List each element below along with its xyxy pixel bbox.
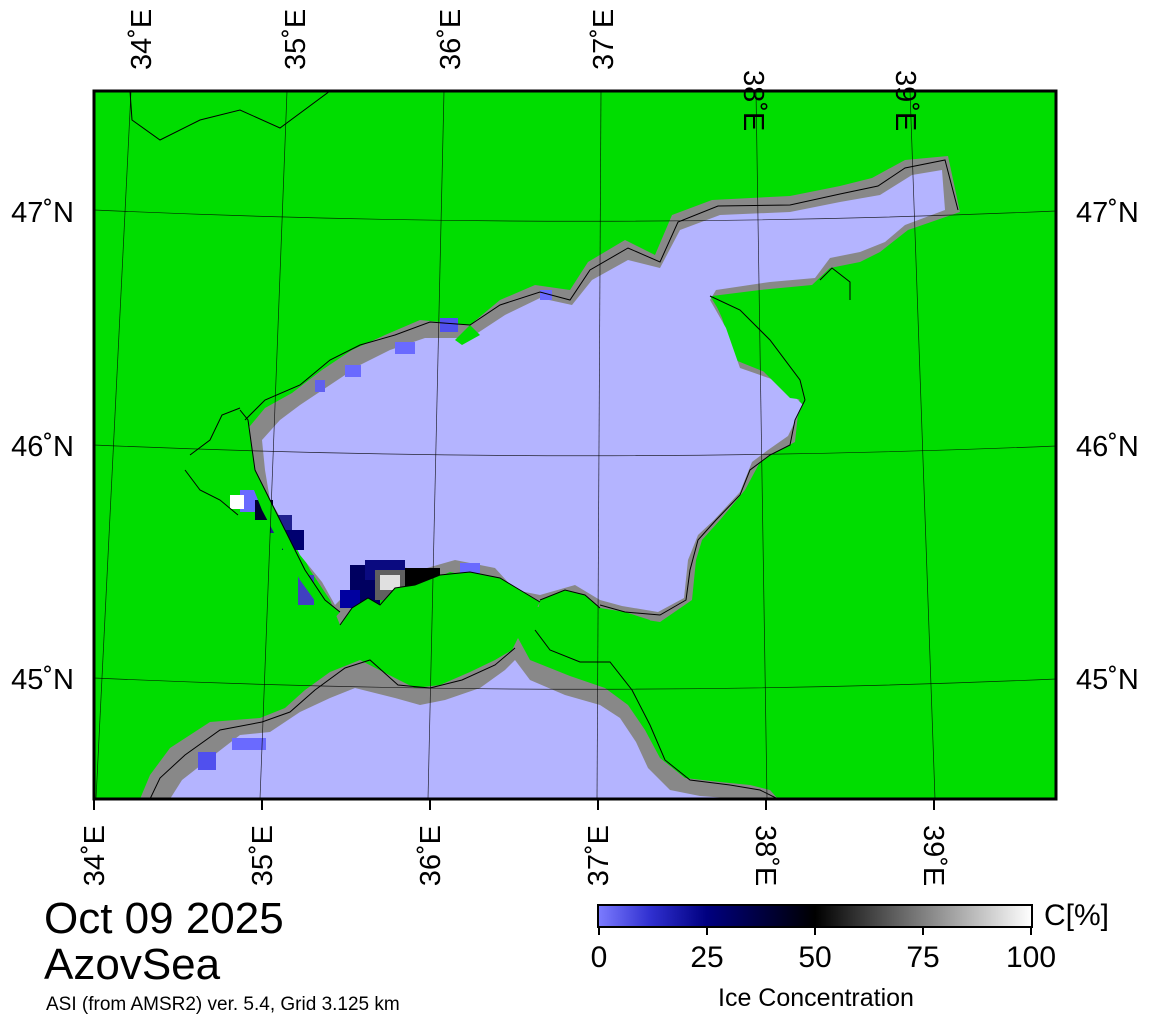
map-frame [92, 89, 1058, 801]
top-lon-label: 35˚E [280, 9, 312, 70]
graticule [94, 91, 1056, 799]
top-lon-label: 38˚E [737, 70, 769, 131]
bottom-lon-label: 36˚E [415, 825, 447, 886]
belosarayskaya-spit [820, 268, 850, 300]
top-lon-labels: 34˚E 35˚E 36˚E 37˚E 38˚E 39˚E [126, 9, 921, 132]
date-title: Oct 09 2025 [44, 894, 284, 943]
dolzhanskaya-spit [710, 296, 805, 400]
top-lon-label: 37˚E [588, 9, 620, 70]
colorbar-tick-label: 25 [690, 941, 724, 974]
right-lat-label: 45˚N [1076, 664, 1139, 696]
azov-open-water [262, 170, 945, 612]
top-lon-label: 39˚E [889, 70, 921, 131]
bottom-lon-label: 38˚E [749, 825, 781, 886]
colorbar-tick-label: 0 [590, 941, 608, 974]
left-lat-label: 45˚N [11, 664, 74, 696]
top-lon-label: 36˚E [435, 9, 467, 70]
right-lat-labels: 47˚N 46˚N 45˚N [1076, 197, 1139, 696]
bottom-lon-label: 35˚E [247, 825, 279, 886]
berdyansk-spit [455, 325, 480, 345]
kerch-peninsula [340, 572, 540, 678]
bottom-lon-label: 34˚E [79, 825, 111, 886]
colorbar [597, 904, 1033, 928]
left-lat-label: 46˚N [11, 431, 74, 463]
colorbar-tick-label: 75 [906, 941, 940, 974]
bottom-lon-label: 37˚E [583, 825, 615, 886]
colorbar-title: Ice Concentration [718, 984, 914, 1012]
bottom-lon-labels: 34˚E 35˚E 36˚E 37˚E 38˚E 39˚E [79, 825, 949, 886]
map-area [94, 91, 1056, 799]
frame-ticks [93, 799, 935, 810]
colorbar-ticks [598, 927, 1032, 935]
top-lon-label: 34˚E [126, 9, 158, 70]
taman-peninsula [535, 590, 650, 660]
left-lat-labels: 47˚N 46˚N 45˚N [11, 197, 74, 696]
colorbar-tick-label: 100 [1005, 941, 1057, 974]
bottom-lon-label: 39˚E [917, 825, 949, 886]
colorbar-tick-label: 50 [798, 941, 832, 974]
left-lat-label: 47˚N [11, 197, 74, 229]
colorbar-unit: C[%] [1044, 899, 1110, 932]
right-lat-label: 47˚N [1076, 197, 1139, 229]
coastlines [129, 91, 959, 799]
source-note: ASI (from AMSR2) ver. 5.4, Grid 3.125 km [46, 994, 400, 1015]
region-title: AzovSea [44, 940, 221, 989]
right-lat-label: 46˚N [1076, 431, 1139, 463]
